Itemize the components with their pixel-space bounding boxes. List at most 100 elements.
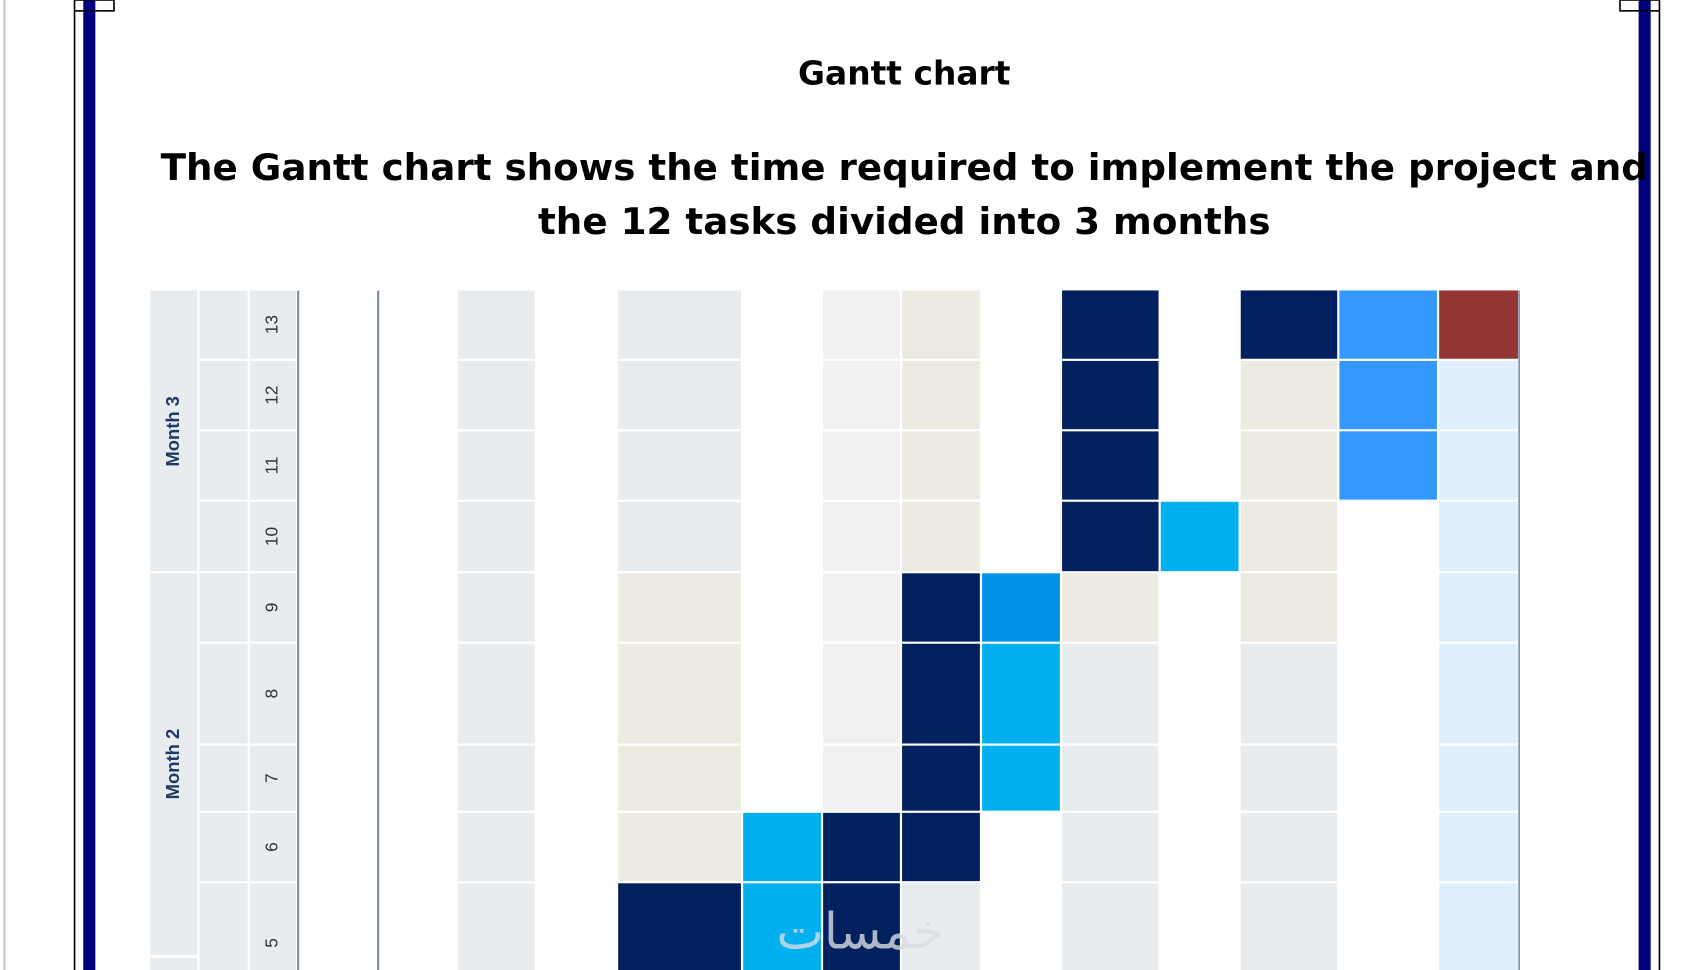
gantt-cell — [1160, 812, 1239, 882]
gantt-cell — [1160, 745, 1239, 811]
gantt-cell — [1240, 883, 1338, 970]
gantt-cell — [1339, 290, 1437, 359]
header-cell — [249, 501, 296, 572]
gantt-cell — [1160, 290, 1239, 359]
gantt-cell — [982, 883, 1060, 970]
gantt-cell — [1062, 643, 1159, 744]
week-label: 11 — [261, 456, 281, 474]
gantt-cell — [982, 812, 1060, 882]
gantt-cell — [743, 643, 821, 744]
week-label: 9 — [261, 603, 281, 613]
gantt-cell — [1062, 745, 1159, 811]
gantt-cell — [458, 501, 535, 572]
month-label: Month 2 — [162, 729, 183, 800]
gantt-cell — [823, 573, 900, 642]
gantt-cell — [1439, 573, 1519, 642]
gantt-cell — [1062, 573, 1159, 642]
gantt-cell — [1339, 745, 1437, 811]
header-cell — [199, 290, 248, 359]
gantt-cell — [982, 431, 1060, 500]
page-border — [73, 0, 1661, 970]
subtitle-line: The Gantt chart shows the time required … — [161, 146, 1648, 189]
gantt-cell — [982, 745, 1060, 811]
gantt-cell — [743, 812, 821, 882]
gantt-cell — [618, 290, 741, 359]
title: Gantt chart — [798, 55, 1010, 93]
gantt-cell — [1439, 360, 1519, 430]
gantt-cell — [1240, 643, 1338, 744]
gantt-cell — [1339, 812, 1437, 882]
gantt-cell — [1240, 573, 1338, 642]
gantt-cell — [743, 573, 821, 642]
gantt-cell — [1240, 812, 1338, 882]
gantt-cell — [982, 643, 1060, 744]
gantt-cell — [902, 643, 980, 744]
gantt-cell — [618, 431, 741, 500]
gantt-cell — [1439, 431, 1519, 500]
gantt-cell — [458, 290, 535, 359]
gantt-cell — [1160, 573, 1239, 642]
header-cell — [249, 883, 296, 970]
gantt-cell — [1439, 290, 1519, 359]
week-label: 12 — [261, 385, 281, 404]
header-cell — [199, 883, 248, 970]
header-cell — [249, 360, 296, 430]
gantt-cell — [1240, 431, 1338, 500]
gantt-cell — [823, 431, 900, 500]
gantt-cell — [823, 290, 900, 359]
gantt-cell — [743, 745, 821, 811]
gantt-cell — [823, 501, 900, 572]
month-cell — [150, 958, 198, 970]
gantt-table: Month 3 Month 2 13 12 11 10 9 8 7 6 5 — [150, 290, 1520, 970]
gantt-cell — [1439, 643, 1519, 744]
gantt-cell — [1062, 431, 1159, 500]
gantt-cell — [902, 812, 980, 882]
week-label: 5 — [261, 938, 281, 948]
gantt-cell — [743, 290, 821, 359]
gantt-cell — [1062, 883, 1159, 970]
gantt-cell — [458, 745, 535, 811]
header-cell — [199, 501, 248, 572]
header-cell — [249, 643, 296, 744]
gantt-cell — [982, 290, 1060, 359]
gantt-cell — [618, 812, 741, 882]
gantt-cell — [823, 360, 900, 430]
header-cell — [249, 812, 296, 882]
gantt-cell — [618, 360, 741, 430]
week-label: 13 — [261, 315, 281, 334]
gantt-cell — [618, 501, 741, 572]
gantt-cell — [1062, 360, 1159, 430]
week-label: 8 — [261, 689, 281, 699]
gantt-cell — [1339, 643, 1437, 744]
gantt-cell — [1339, 431, 1437, 500]
gantt-cell — [1339, 360, 1437, 430]
gantt-cell — [1339, 573, 1437, 642]
header-cell — [199, 431, 248, 500]
gantt-cell — [982, 573, 1060, 642]
gantt-cell — [1240, 360, 1338, 430]
gantt-cell — [743, 431, 821, 500]
gantt-cell — [1339, 883, 1437, 970]
gantt-cell — [1240, 745, 1338, 811]
gantt-cell — [458, 883, 535, 970]
gantt-cell — [902, 431, 980, 500]
header-cell — [199, 812, 248, 882]
gantt-cell — [1160, 360, 1239, 430]
gantt-cell — [902, 573, 980, 642]
gantt-cell — [823, 643, 900, 744]
gantt-cell — [902, 745, 980, 811]
gantt-cell — [458, 643, 535, 744]
gantt-cell — [1160, 643, 1239, 744]
gantt-cell — [823, 812, 900, 882]
week-label: 10 — [261, 527, 281, 547]
watermark: خمسات — [776, 902, 944, 961]
header-cell — [199, 745, 248, 811]
gantt-cell — [618, 883, 741, 970]
header-cell — [249, 431, 296, 500]
gantt-cell — [743, 501, 821, 572]
gantt-cell — [1160, 431, 1239, 500]
gantt-cell — [618, 643, 741, 744]
gantt-cell — [458, 360, 535, 430]
gantt-cell — [1439, 501, 1519, 572]
gantt-cell — [982, 501, 1060, 572]
